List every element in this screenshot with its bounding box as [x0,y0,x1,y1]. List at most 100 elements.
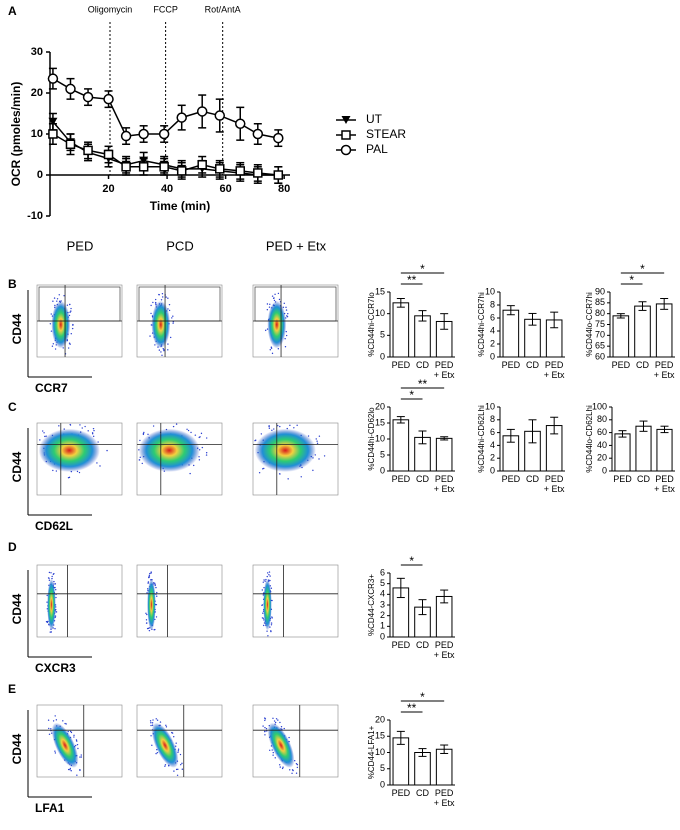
y-axis-label: %CD44hi-CD62Lhi [477,405,486,473]
event-dot [271,352,274,355]
event-dot [169,336,172,339]
event-dot [67,768,70,771]
event-dot [177,750,180,752]
y-axis-label: %CD44-LFA1+ [367,725,376,779]
marker [103,93,114,105]
event-dot [190,431,192,434]
event-dot [147,627,150,630]
y-tick-label: 20 [375,401,385,411]
marker [176,166,187,176]
plot-frame [252,704,339,778]
density-blob [151,300,171,349]
gate [38,286,121,322]
error-bar [418,599,427,616]
event-dot [285,330,287,333]
y-tick-label: 6 [490,312,495,322]
x-tick-label: 40 [161,183,173,195]
event-dot [54,583,57,585]
event-dot [164,764,167,766]
event-dot [283,727,285,730]
x-tick-label: CD [526,474,539,484]
error-bar [618,430,627,438]
event-dot [271,616,273,618]
event-dot [76,774,78,776]
event-dot [69,343,71,345]
error-bar [616,313,625,319]
x-tick-label: PED [391,474,411,484]
event-dot [265,727,268,730]
event-dot [70,310,72,312]
marker [82,91,94,103]
significance-label: * [420,690,425,704]
event-dot [165,296,167,298]
event-dot [58,425,60,427]
event-dot [171,731,173,734]
significance-label: * [420,262,425,276]
event-dot [47,719,50,721]
x-tick-label: PED + Etx [543,474,565,494]
error-bar [396,577,405,599]
event-dot [194,434,197,436]
x-tick-label-box: CD [636,360,649,370]
event-dot [45,620,48,623]
event-dot [277,292,280,295]
event-dot [198,456,200,458]
event-dot [198,459,201,461]
marker [273,170,284,180]
event-dot [149,572,151,575]
bar [614,433,631,472]
error-bar [418,310,427,322]
event-dot [268,425,270,428]
y-tick-label: 70 [595,330,605,340]
event-dot [312,469,314,472]
x-tick-label: PED [613,474,632,484]
y-axis-label: OCR (pmoles/min) [9,82,23,187]
marker [273,132,284,144]
event-dot [205,452,208,454]
event-dot [187,429,190,432]
y-tick-label: 1 [380,621,385,631]
event-dot [163,349,165,351]
density-blob [51,722,79,768]
y-tick-label: 10 [485,401,495,411]
event-dot [279,425,281,428]
y-tick-label: 40 [597,440,607,450]
event-dot [159,721,162,723]
event-dot [150,722,152,724]
event-dot [270,630,272,633]
event-dot [286,315,288,317]
event-dot [280,726,283,728]
error-bar [660,298,669,310]
y-tick-label: 30 [31,46,43,58]
marker [138,162,149,172]
panel-label: B [8,277,17,291]
event-dot [69,423,71,426]
error-bar [528,312,537,326]
event-dot [175,768,178,771]
y-tick-label: 75 [595,319,605,329]
y-tick-label: 0 [380,465,385,475]
significance-label: * [409,554,414,568]
event-dot [264,734,266,736]
marker [159,162,169,172]
x-tick-label: PED + Etx [433,788,455,808]
event-dot [64,722,66,725]
event-dot [168,309,171,312]
legend-label: STEAR [366,127,406,141]
event-dot [273,299,276,302]
y-tick-label: 10 [375,747,385,757]
event-dot [65,723,67,725]
flow-y-label: CD44 [10,733,24,764]
marker [215,164,225,174]
y-tick-label: 5 [380,449,385,459]
y-tick-label: 60 [597,427,607,437]
event-dot [171,317,173,319]
marker [65,139,76,149]
panel-label: D [8,540,17,554]
density-blob [147,578,156,631]
x-tick-label-box: PED + Etx [654,360,675,380]
error-bar [506,428,515,443]
y-tick-label: 4 [490,325,495,335]
event-dot [271,429,273,431]
event-dot [175,742,177,744]
